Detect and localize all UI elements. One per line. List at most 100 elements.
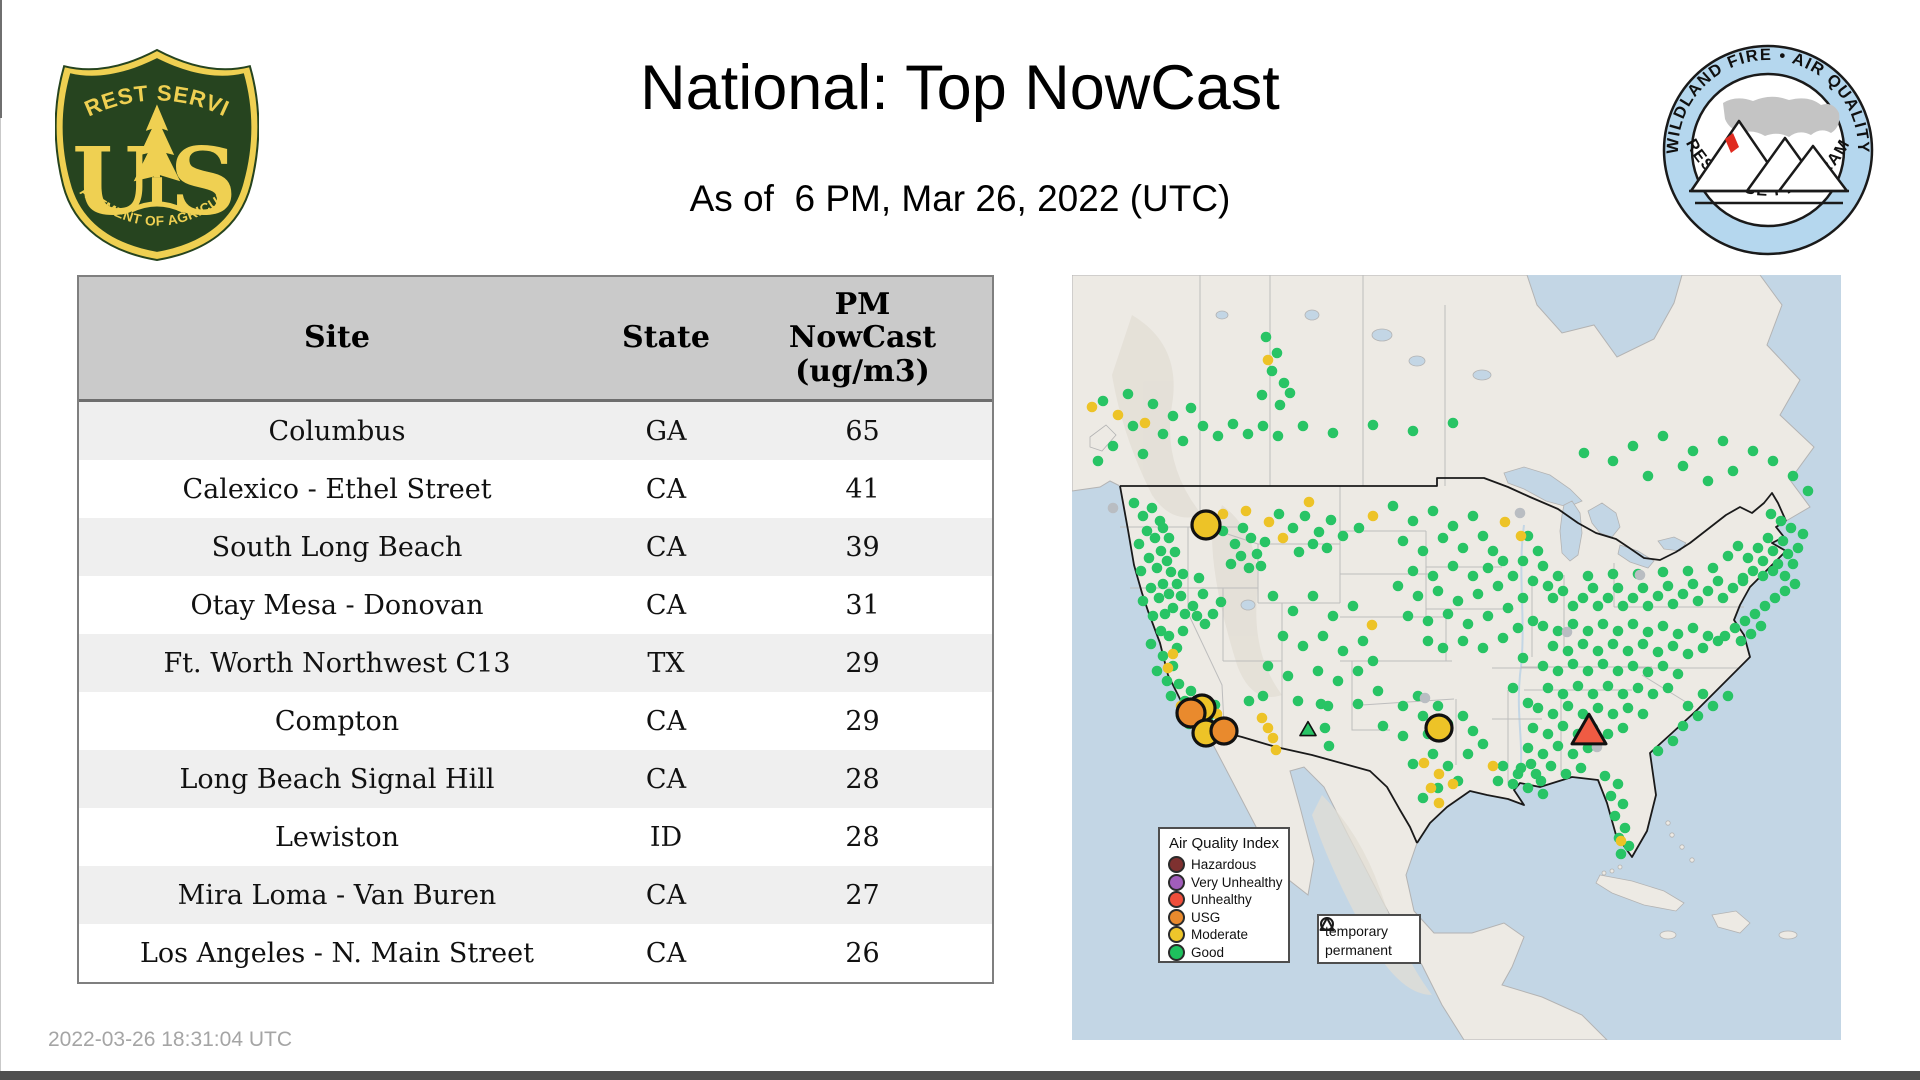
monitor-dot: [1607, 638, 1619, 650]
aqi-legend-label: Unhealthy: [1191, 892, 1252, 908]
monitor-dot: [1637, 708, 1649, 720]
cell-state: GA: [645, 415, 687, 447]
monitor-dot: [1146, 502, 1158, 514]
monitor-dot: [1787, 558, 1799, 570]
monitor-dot: [1353, 522, 1365, 534]
monitor-dot: [1707, 562, 1719, 574]
monitor-dot: [1537, 620, 1549, 632]
monitor-dot: [1187, 600, 1199, 612]
monitor-dot: [1367, 655, 1379, 667]
monitor-dot: [1462, 748, 1474, 760]
monitor-dot: [1397, 535, 1409, 547]
monitor-dot: [1177, 568, 1189, 580]
monitor-dot: [1525, 758, 1537, 770]
monitor-dot: [1256, 712, 1268, 724]
monitor-dot: [1587, 582, 1599, 594]
monitor-dot: [1397, 700, 1409, 712]
monitor-dot: [1560, 768, 1572, 780]
monitor-dot: [1497, 632, 1509, 644]
monitor-dot: [1255, 560, 1267, 572]
table-row: Calexico - Ethel Street CA 41: [79, 460, 992, 518]
monitor-dot: [1425, 782, 1437, 794]
monitor-dot: [1272, 430, 1284, 442]
cell-state: ID: [649, 821, 683, 853]
window-left-edge-soft: [0, 118, 1, 1080]
monitor-dot: [1605, 790, 1617, 802]
aqi-legend-item: Unhealthy: [1168, 891, 1280, 909]
monitor-dot: [1337, 530, 1349, 542]
cell-site: Lewiston: [274, 821, 399, 853]
monitor-dot: [1592, 702, 1604, 714]
monitor-dot: [1567, 600, 1579, 612]
monitor-dot: [1315, 698, 1327, 710]
monitor-dot: [1157, 428, 1169, 440]
monitor-dot: [1257, 690, 1269, 702]
monitor-dot: [1575, 762, 1587, 774]
monitor-dot: [1367, 510, 1379, 522]
monitor-dot: [1622, 702, 1634, 714]
monitor-dot: [1137, 510, 1149, 522]
monitor-dot: [1762, 532, 1774, 544]
monitor-dot: [1782, 548, 1794, 560]
monitor-dot: [1229, 538, 1241, 550]
monitor-dot: [1777, 535, 1789, 547]
monitor-dot: [1419, 692, 1431, 704]
monitor-dot: [1432, 585, 1444, 597]
monitor-dot: [1387, 500, 1399, 512]
cell-value: 28: [845, 821, 880, 853]
monitor-dot: [1323, 740, 1335, 752]
monitor-dot: [1769, 592, 1781, 604]
monitor-dot: [1163, 532, 1175, 544]
monitor-dot: [1262, 660, 1274, 672]
monitor-dot: [1199, 618, 1211, 630]
monitor-dot: [1537, 788, 1549, 800]
monitor-dot: [1163, 630, 1175, 642]
monitor-dot: [1407, 565, 1419, 577]
monitor-dot: [1242, 428, 1254, 440]
monitor-dot: [1417, 710, 1429, 722]
monitor-dot: [1607, 708, 1619, 720]
monitor-dot: [1139, 417, 1151, 429]
monitor-dot: [1297, 420, 1309, 432]
table-row: Los Angeles - N. Main Street CA 26: [79, 924, 992, 982]
aqi-legend-item: Hazardous: [1168, 856, 1280, 874]
aqi-legend-label: USG: [1191, 909, 1221, 925]
monitor-dot: [1137, 448, 1149, 460]
monitor-dot: [1557, 585, 1569, 597]
monitor-dot: [1692, 710, 1704, 722]
monitor-dot: [1299, 510, 1311, 522]
aqi-legend-label: Good: [1191, 944, 1225, 960]
monitor-dot: [1532, 545, 1544, 557]
monitor-dot: [1517, 652, 1529, 664]
monitor-dot: [1561, 626, 1573, 638]
monitor-dot: [1482, 562, 1494, 574]
monitor-dot: [1418, 757, 1430, 769]
monitor-dot: [1530, 768, 1542, 780]
cell-site: Mira Loma - Van Buren: [177, 879, 497, 911]
monitor-dot: [1637, 638, 1649, 650]
cell-value: 28: [845, 763, 880, 795]
monitor-dot: [1427, 748, 1439, 760]
monitor-dot: [1514, 507, 1526, 519]
monitor-dot: [1522, 697, 1534, 709]
monitor-dot: [1615, 848, 1627, 860]
monitor-dot: [1357, 635, 1369, 647]
monitor-dot: [1692, 595, 1704, 607]
table-row: Mira Loma - Van Buren CA 27: [79, 866, 992, 924]
monitor-dot: [1627, 440, 1639, 452]
monitor-dot: [1562, 645, 1574, 657]
monitor-dot: [1153, 592, 1165, 604]
monitor-dot: [1293, 546, 1305, 558]
cell-site: Columbus: [268, 415, 406, 447]
monitor-dot: [1682, 648, 1694, 660]
cell-site: Compton: [274, 705, 400, 737]
monitor-dot: [1243, 562, 1255, 574]
monitor-dot: [1577, 638, 1589, 650]
map-lakes: [1215, 309, 1687, 776]
monitor-dot: [1739, 615, 1751, 627]
monitor-dot: [1177, 435, 1189, 447]
monitor-dot: [1597, 618, 1609, 630]
monitor-dot: [1602, 728, 1614, 740]
monitor-dot: [1607, 568, 1619, 580]
highlighted-monitor-marker: [1570, 712, 1608, 746]
